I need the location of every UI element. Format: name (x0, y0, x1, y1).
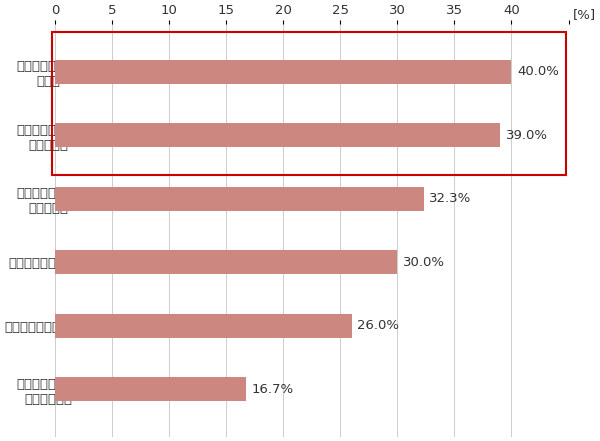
Text: 26.0%: 26.0% (358, 319, 400, 332)
Bar (55, 60, 511, 84)
Bar (55, 250, 397, 274)
Text: 32.3%: 32.3% (430, 192, 472, 205)
Bar (55, 187, 424, 211)
Text: 40.0%: 40.0% (517, 65, 559, 78)
Bar (55, 314, 352, 338)
Text: [%]: [%] (573, 8, 596, 21)
Text: 30.0%: 30.0% (403, 256, 445, 269)
Text: 39.0%: 39.0% (506, 129, 548, 142)
Bar (52, 32, 566, 175)
Bar (55, 377, 245, 401)
Text: 16.7%: 16.7% (251, 383, 293, 396)
Bar (55, 123, 500, 147)
